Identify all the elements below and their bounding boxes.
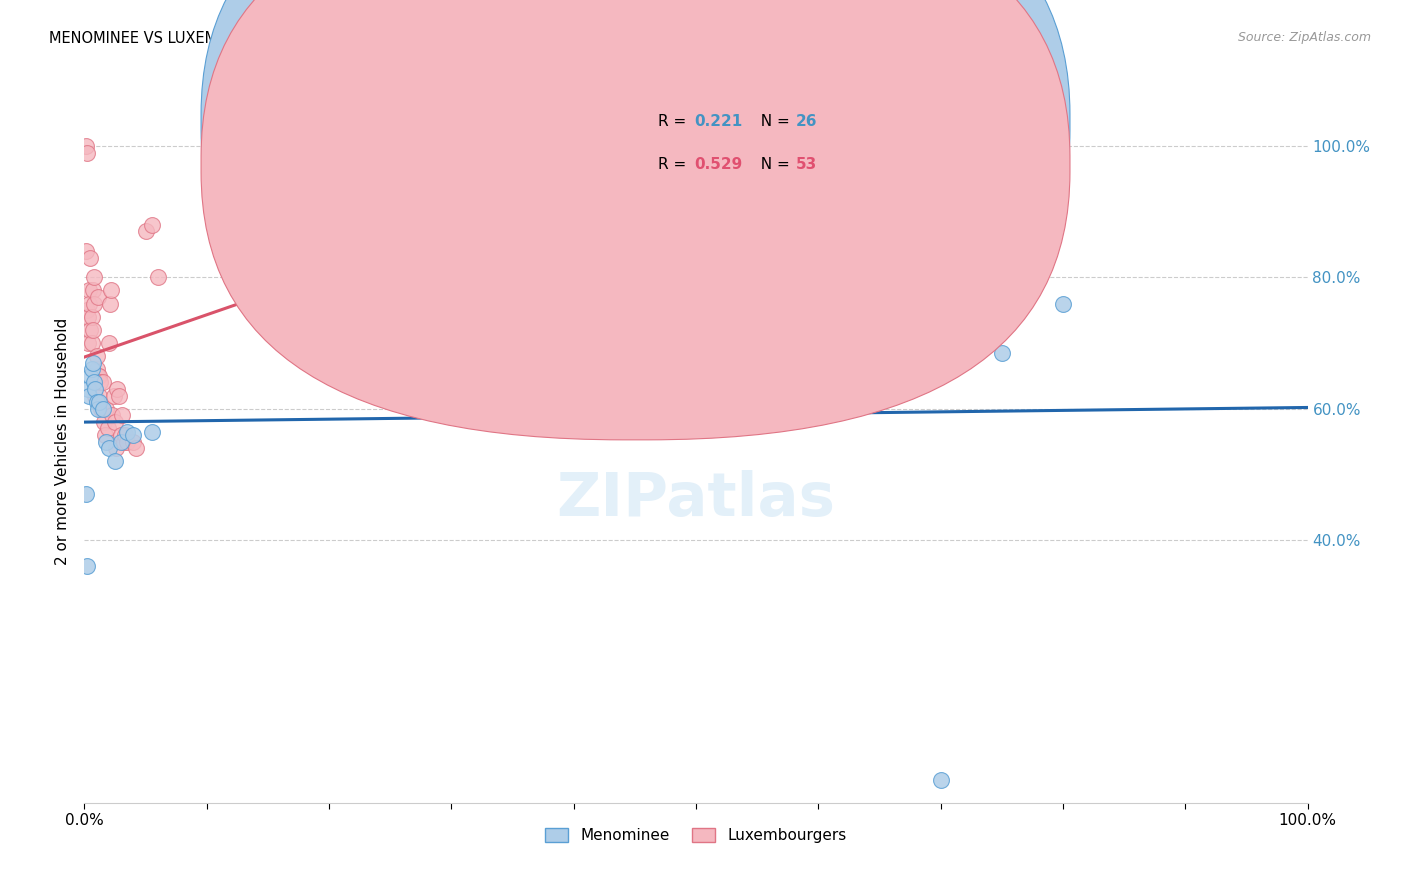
Point [115,434,138,449]
Point [98,296,121,310]
Point [76,303,98,318]
Point [86,362,108,376]
Point [76,559,98,574]
Point [83,296,105,310]
Point [86,395,108,409]
Point [77,310,100,324]
Point [80,336,103,351]
Point [115,425,138,439]
Point [86,349,108,363]
Point [75,139,97,153]
Point [991,346,1014,360]
Point [77,388,100,402]
Point [77,382,100,396]
Point [84,382,107,396]
Point [91,376,114,390]
Point [82,356,104,370]
Point [110,434,132,449]
Point [87,368,110,383]
Point [87,368,110,383]
Point [97,421,120,435]
Point [84,388,107,402]
Text: 26: 26 [796,114,817,129]
Text: R =: R = [658,114,692,129]
Text: 53: 53 [796,157,817,172]
Point [107,388,129,402]
Point [84,376,107,390]
Point [103,388,125,402]
Text: N =: N = [751,157,794,172]
Point [125,441,148,455]
Text: MENOMINEE VS LUXEMBOURGER 2 OR MORE VEHICLES IN HOUSEHOLD CORRELATION CHART: MENOMINEE VS LUXEMBOURGER 2 OR MORE VEHI… [49,31,734,46]
Point [93,415,115,429]
Point [112,434,135,449]
Point [105,441,128,455]
Point [96,434,118,449]
Point [135,224,157,238]
Point [89,376,111,390]
Text: N =: N = [751,114,794,129]
Point [75,244,97,258]
Point [122,428,145,442]
Text: 0.221: 0.221 [695,114,742,129]
Text: Source: ZipAtlas.com: Source: ZipAtlas.com [1237,31,1371,45]
Point [97,441,120,455]
Point [318,224,340,238]
Point [101,409,124,423]
Point [391,139,413,153]
Point [104,454,127,468]
Point [79,323,101,337]
Point [87,388,110,402]
Point [77,296,100,310]
Point [440,270,463,285]
Point [79,368,101,383]
Point [87,401,110,416]
Point [79,251,101,265]
Point [97,336,120,351]
Legend: Menominee, Luxembourgers: Menominee, Luxembourgers [538,822,853,849]
Point [94,428,117,442]
Point [82,323,104,337]
Point [146,270,169,285]
Point [77,284,100,298]
Point [111,409,134,423]
Point [105,382,128,396]
Point [87,395,110,409]
Point [80,362,103,376]
Text: 0.529: 0.529 [695,157,742,172]
Text: ZIPatlas: ZIPatlas [557,470,835,529]
Point [110,428,132,442]
Point [807,323,830,337]
Point [869,346,891,360]
Point [77,336,100,351]
Point [75,487,97,501]
Point [76,145,98,160]
Point [104,415,127,429]
Point [82,284,104,298]
Point [122,434,145,449]
Point [87,290,110,304]
Point [929,346,952,360]
Point [80,310,103,324]
Text: R =: R = [658,157,692,172]
Point [83,270,105,285]
Point [100,284,122,298]
Point [929,772,952,787]
Point [96,401,118,416]
Point [141,425,163,439]
Point [1052,296,1074,310]
Point [141,218,163,232]
Point [114,428,136,442]
Point [90,401,112,416]
Point [91,401,114,416]
Y-axis label: 2 or more Vehicles in Household: 2 or more Vehicles in Household [55,318,70,566]
Point [83,376,105,390]
